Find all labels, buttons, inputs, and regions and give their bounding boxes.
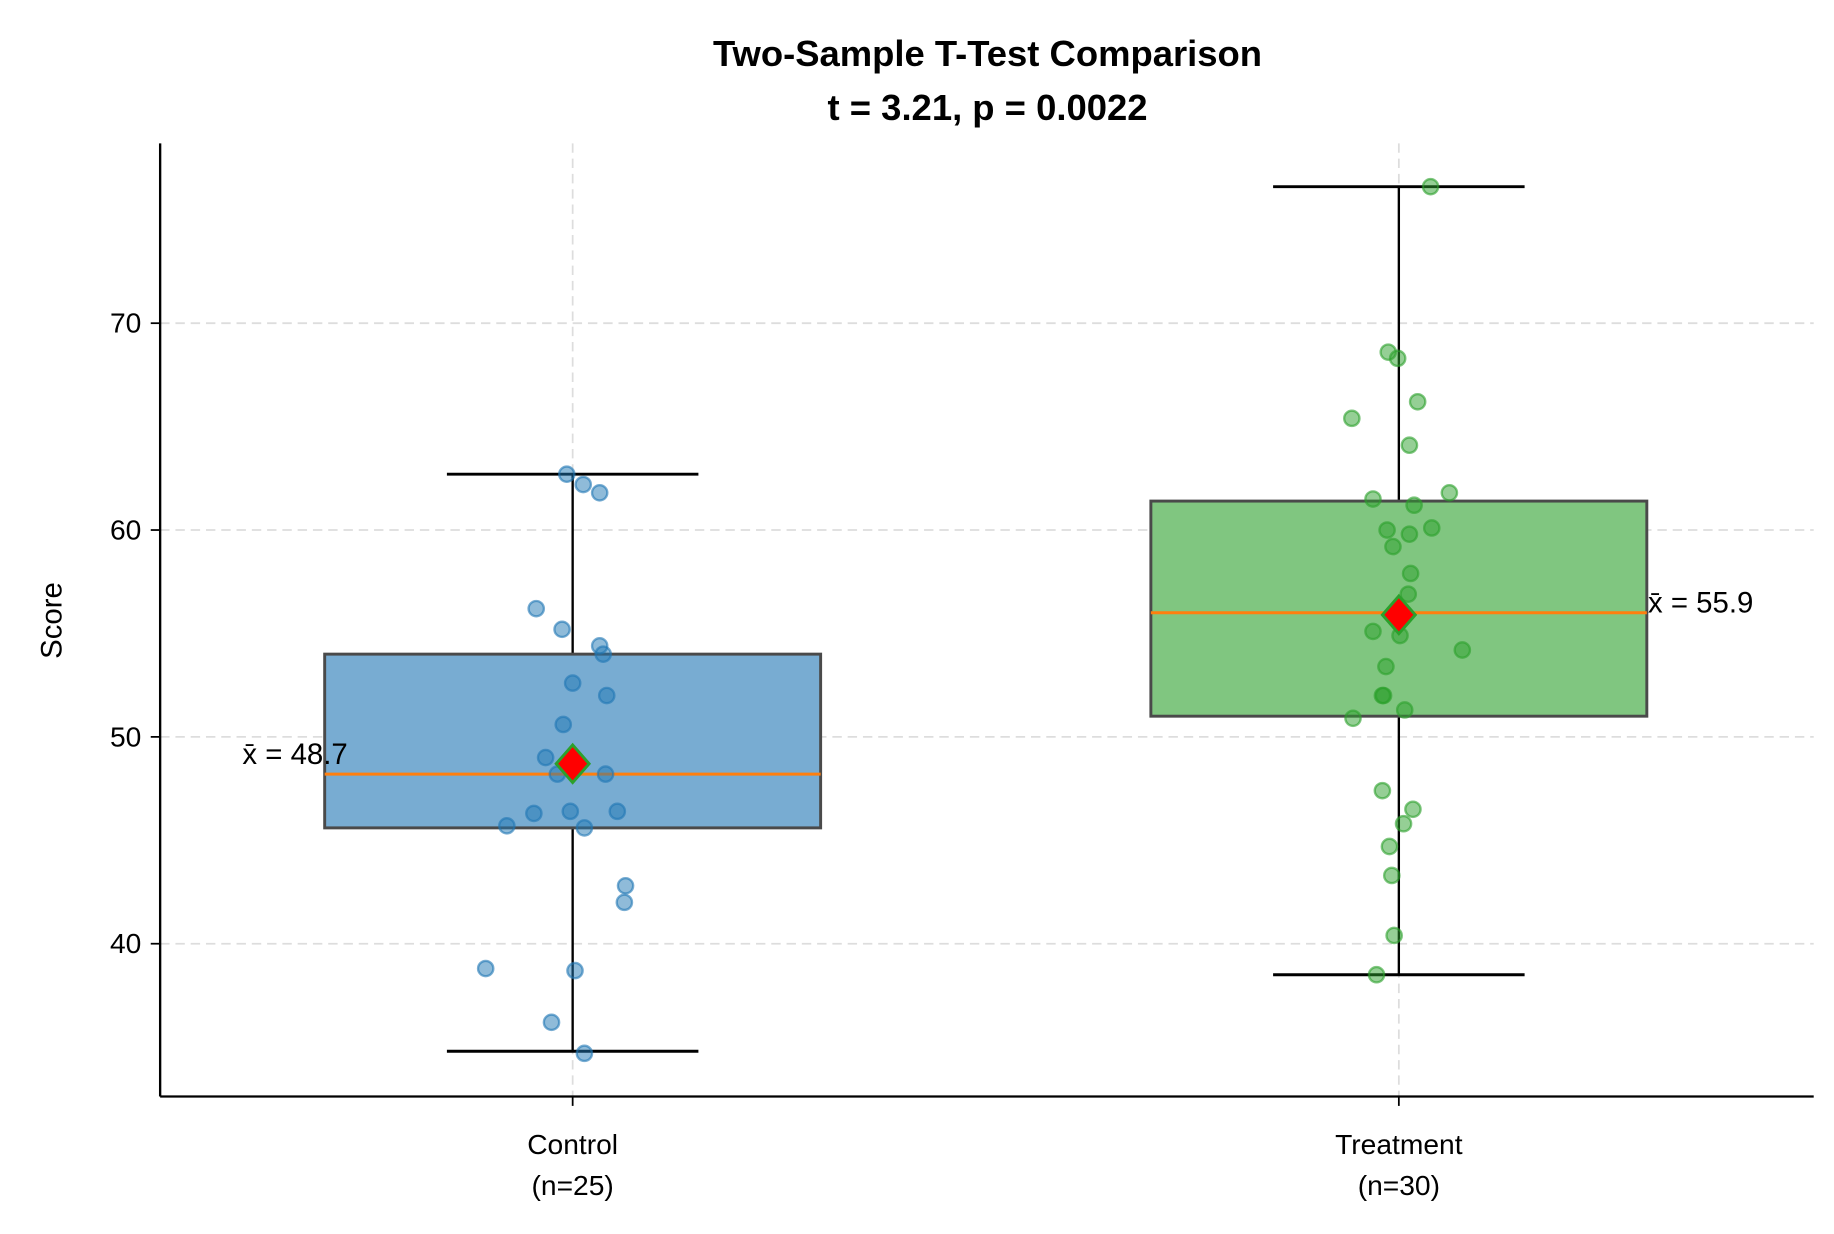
- data-point: [1408, 392, 1427, 411]
- data-point: [1405, 496, 1423, 515]
- data-point: [1373, 781, 1392, 800]
- data-point: [1395, 701, 1414, 719]
- data-point: [1343, 409, 1361, 428]
- data-point: [1404, 800, 1422, 819]
- y-tick-label: 60: [110, 513, 141, 545]
- data-point: [1401, 564, 1420, 583]
- data-point: [574, 475, 593, 494]
- chart-title: Two-Sample T-Test Comparison: [713, 33, 1262, 74]
- data-point: [575, 1044, 594, 1063]
- mean-marker: [554, 742, 592, 785]
- x-tick-label: Control: [527, 1128, 618, 1160]
- y-tick-label: 50: [110, 720, 141, 752]
- data-point: [1380, 837, 1399, 856]
- data-point: [525, 804, 543, 823]
- mean-marker: [1380, 593, 1418, 636]
- plot-area: x̄ = 48.7 x̄ = 55.9: [242, 177, 1753, 1063]
- data-point: [1421, 177, 1440, 196]
- data-point: [561, 802, 580, 821]
- y-tick-label: 70: [110, 307, 141, 339]
- data-point: [1453, 641, 1472, 659]
- data-point: [575, 819, 594, 837]
- x-tick-sublabel: (n=25): [532, 1169, 614, 1201]
- data-point: [1377, 657, 1395, 676]
- data-point: [1394, 814, 1413, 833]
- data-point: [1388, 349, 1407, 368]
- mean-label: x̄ = 55.9: [1648, 586, 1753, 619]
- y-ticks: 40 50 60 70: [110, 307, 161, 959]
- data-point: [1367, 965, 1386, 984]
- chart-subtitle: t = 3.21, p = 0.0022: [828, 87, 1148, 128]
- data-point: [563, 674, 582, 692]
- data-point: [566, 961, 584, 980]
- data-point: [536, 748, 555, 767]
- data-point: [1344, 709, 1362, 728]
- data-point: [608, 802, 627, 821]
- data-point: [527, 599, 546, 618]
- data-point: [1373, 686, 1392, 705]
- data-point: [1399, 585, 1418, 603]
- data-point: [553, 620, 571, 639]
- data-point: [1364, 622, 1382, 641]
- data-point: [594, 645, 613, 663]
- data-point: [615, 893, 634, 912]
- data-point: [498, 817, 516, 835]
- data-point: [616, 876, 635, 895]
- data-point: [1400, 525, 1419, 543]
- data-point: [590, 483, 609, 502]
- data-point: [1382, 866, 1401, 885]
- data-point: [476, 959, 495, 978]
- data-point: [1378, 521, 1396, 539]
- data-point: [597, 686, 616, 705]
- data-point: [557, 465, 576, 483]
- data-point: [1364, 490, 1382, 508]
- data-point: [1440, 483, 1459, 502]
- y-tick-label: 40: [110, 927, 141, 959]
- x-tick-sublabel: (n=30): [1358, 1169, 1440, 1201]
- x-tick-label: Treatment: [1335, 1128, 1463, 1160]
- mean-label: x̄ = 48.7: [242, 738, 347, 771]
- data-point: [542, 1013, 561, 1032]
- data-point: [1384, 537, 1402, 556]
- data-point: [1400, 436, 1419, 455]
- data-point: [1422, 519, 1441, 537]
- data-point: [1385, 926, 1403, 945]
- data-point: [596, 765, 615, 783]
- x-ticks: Control (n=25) Treatment (n=30): [527, 1096, 1463, 1201]
- data-point: [554, 715, 573, 734]
- y-axis-label: Score: [35, 582, 68, 659]
